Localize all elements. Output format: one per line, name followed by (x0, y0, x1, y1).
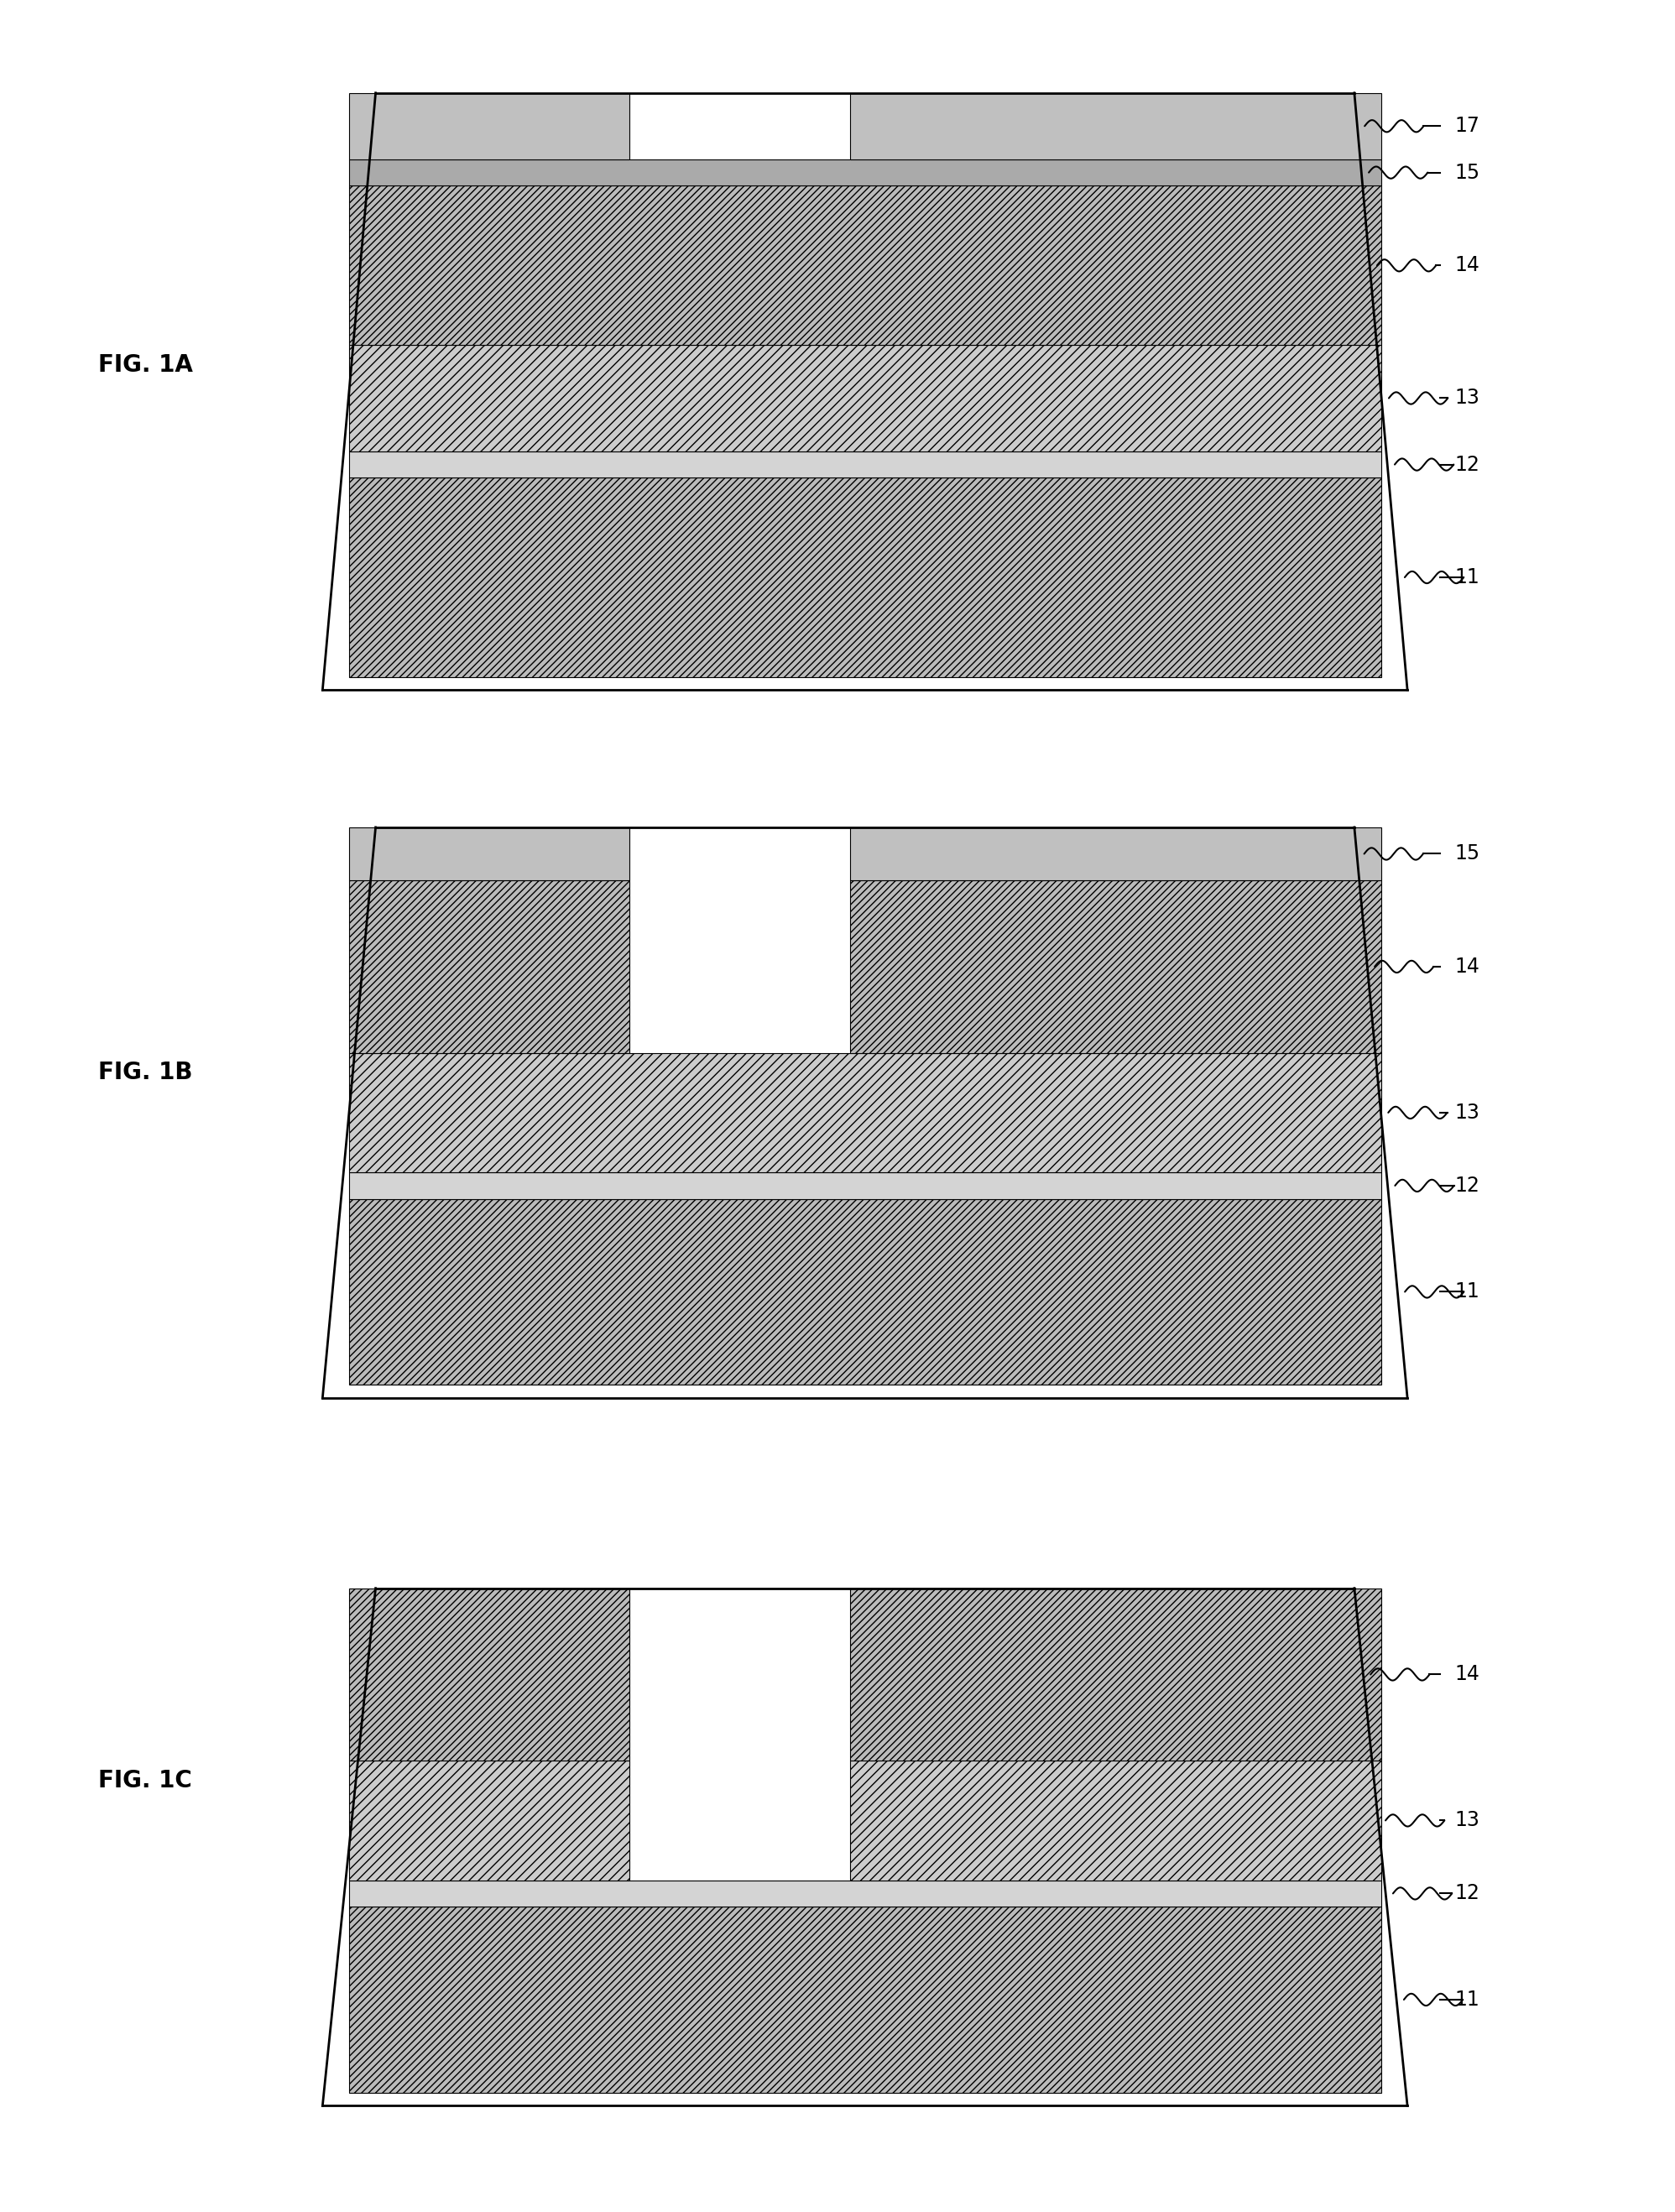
Bar (348, 1588, 630, 1761)
Text: 17: 17 (1454, 115, 1479, 137)
Text: 13: 13 (1454, 387, 1479, 409)
Text: 13: 13 (1454, 1102, 1479, 1124)
Bar (348, 1880, 1380, 1907)
Bar (348, 880, 630, 1053)
Bar (348, 1199, 1380, 1385)
Bar (348, 93, 630, 159)
Bar (348, 451, 1380, 478)
Text: 13: 13 (1454, 1809, 1479, 1832)
Bar (348, 1761, 630, 1880)
Text: 15: 15 (1454, 843, 1479, 865)
Bar (348, 1172, 1380, 1199)
Text: FIG. 1C: FIG. 1C (99, 1770, 193, 1792)
Text: 11: 11 (1454, 1989, 1479, 2011)
Bar (348, 1053, 1380, 1172)
Text: 14: 14 (1454, 254, 1479, 276)
Bar (851, 93, 1380, 159)
Bar (851, 1761, 1380, 1880)
Text: 12: 12 (1454, 453, 1479, 476)
Text: 12: 12 (1454, 1882, 1479, 1905)
Bar (348, 345, 1380, 451)
Text: 11: 11 (1454, 566, 1479, 588)
Bar (348, 478, 1380, 677)
Text: FIG. 1B: FIG. 1B (99, 1062, 193, 1084)
Text: 11: 11 (1454, 1281, 1479, 1303)
Bar (348, 186, 1380, 345)
Bar (851, 880, 1380, 1053)
Text: 12: 12 (1454, 1175, 1479, 1197)
Text: 14: 14 (1454, 1663, 1479, 1686)
Bar (348, 159, 1380, 186)
Bar (851, 1588, 1380, 1761)
Bar (348, 827, 630, 880)
Text: 15: 15 (1454, 161, 1479, 184)
Text: 14: 14 (1454, 956, 1479, 978)
Bar (348, 1907, 1380, 2093)
Text: FIG. 1A: FIG. 1A (99, 354, 193, 376)
Bar (851, 827, 1380, 880)
